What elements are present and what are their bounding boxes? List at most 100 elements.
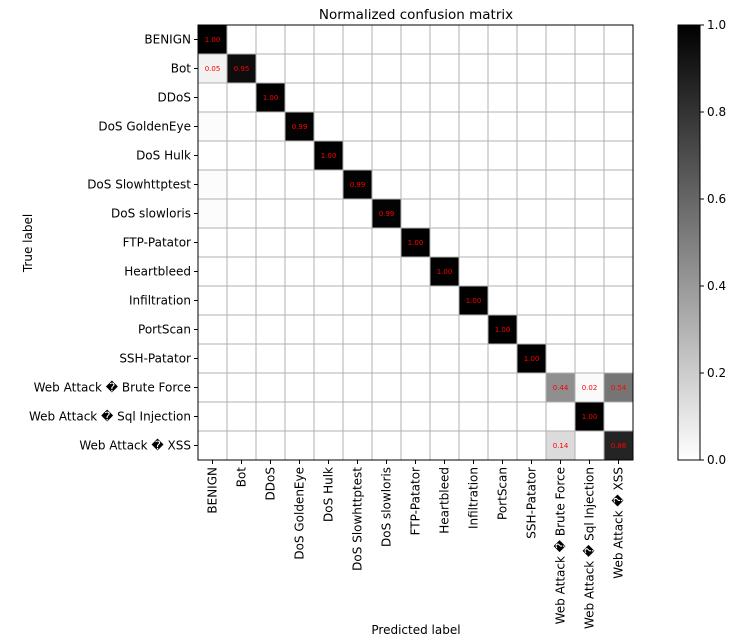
heatmap-cell <box>517 54 546 83</box>
x-tick-label: Web Attack � Brute Force <box>554 467 568 624</box>
heatmap-cell <box>343 315 372 344</box>
heatmap-cell <box>459 373 488 402</box>
heatmap-cell <box>314 141 343 170</box>
heatmap-cell <box>227 83 256 112</box>
heatmap-cell <box>575 286 604 315</box>
heatmap-cell <box>546 402 575 431</box>
y-axis-title: True label <box>21 214 35 273</box>
x-tick-label: Web Attack � Sql Injection <box>583 467 597 629</box>
heatmap-cell <box>285 141 314 170</box>
heatmap-cell <box>256 228 285 257</box>
heatmap-cell <box>430 141 459 170</box>
cell-value-label: 1.00 <box>321 152 337 160</box>
heatmap-cell <box>546 228 575 257</box>
heatmap-cell <box>285 25 314 54</box>
x-axis-ticks: BENIGN Bot DDoS DoS GoldenEye DoS Hulk DoS Sl… <box>206 460 626 629</box>
heatmap-cell <box>604 286 633 315</box>
heatmap-cell <box>314 373 343 402</box>
heatmap-cell <box>314 112 343 141</box>
heatmap-cell <box>285 257 314 286</box>
heatmap-cell <box>430 170 459 199</box>
heatmap-cell <box>198 402 227 431</box>
heatmap-cell <box>604 25 633 54</box>
heatmap-cell <box>198 286 227 315</box>
heatmap-cell <box>227 315 256 344</box>
heatmap-cell <box>401 402 430 431</box>
y-tick-label: Web Attack � Sql Injection <box>29 410 191 424</box>
heatmap-cell <box>285 402 314 431</box>
heatmap-cell <box>604 199 633 228</box>
heatmap-cell <box>575 373 604 402</box>
heatmap-cell <box>343 83 372 112</box>
heatmap-cell <box>227 112 256 141</box>
heatmap-cell <box>546 315 575 344</box>
heatmap-cell <box>459 315 488 344</box>
heatmap-cell <box>546 373 575 402</box>
x-tick-label: BENIGN <box>206 467 220 514</box>
heatmap-cell <box>343 228 372 257</box>
heatmap-cell <box>488 25 517 54</box>
heatmap-cell <box>401 141 430 170</box>
heatmap-cell <box>488 199 517 228</box>
heatmap-cell <box>488 257 517 286</box>
heatmap-cell <box>517 83 546 112</box>
heatmap-cell <box>401 286 430 315</box>
heatmap-cell <box>285 315 314 344</box>
heatmap-cell <box>517 112 546 141</box>
heatmap-cell <box>430 286 459 315</box>
cell-value-label: 1.00 <box>466 297 482 305</box>
cell-value-label: 0.99 <box>350 181 366 189</box>
heatmap-cell <box>575 83 604 112</box>
heatmap-cell <box>256 257 285 286</box>
y-axis-ticks: BENIGN Bot DDoS DoS GoldenEye DoS Hulk DoS Sl… <box>29 33 198 453</box>
heatmap-cell <box>227 257 256 286</box>
heatmap-cell <box>343 286 372 315</box>
cell-value-label: 0.86 <box>611 442 627 450</box>
y-tick-label: FTP-Patator <box>123 236 191 250</box>
y-tick-label: Web Attack � XSS <box>79 439 191 453</box>
heatmap-cell <box>546 141 575 170</box>
heatmap-cell <box>256 25 285 54</box>
heatmap-cell <box>372 199 401 228</box>
heatmap-cell <box>314 402 343 431</box>
heatmap-cell <box>488 373 517 402</box>
heatmap-cell <box>227 344 256 373</box>
heatmap-cell <box>256 431 285 460</box>
cell-value-label: 0.99 <box>379 210 395 218</box>
heatmap-cell <box>285 286 314 315</box>
heatmap-cell <box>198 170 227 199</box>
heatmap-cell <box>256 344 285 373</box>
heatmap-cell <box>604 112 633 141</box>
heatmap-cell <box>256 141 285 170</box>
heatmap-cell <box>575 141 604 170</box>
y-tick-label: DoS Hulk <box>136 149 191 163</box>
heatmap-cell <box>285 431 314 460</box>
heatmap-cell <box>488 344 517 373</box>
cell-value-label: 0.02 <box>582 384 598 392</box>
heatmap-cell <box>430 112 459 141</box>
heatmap-cell <box>256 170 285 199</box>
heatmap-cell <box>488 228 517 257</box>
y-tick-label: Infiltration <box>129 294 191 308</box>
heatmap-cell <box>314 431 343 460</box>
heatmap-cell <box>285 373 314 402</box>
heatmap-cell <box>343 141 372 170</box>
heatmap-cell <box>575 431 604 460</box>
heatmap-cell <box>227 54 256 83</box>
heatmap-cell <box>285 228 314 257</box>
heatmap-cell <box>198 54 227 83</box>
cell-value-label: 0.54 <box>611 384 627 392</box>
heatmap-cell <box>430 402 459 431</box>
x-tick-label: DoS Hulk <box>322 467 336 522</box>
heatmap-cell <box>604 315 633 344</box>
colorbar-tick-label: 0.8 <box>707 105 726 119</box>
heatmap-cell <box>430 228 459 257</box>
heatmap-cell <box>227 199 256 228</box>
heatmap-cell <box>517 315 546 344</box>
heatmap-cell <box>343 199 372 228</box>
heatmap-cell <box>488 431 517 460</box>
heatmap-cell <box>459 402 488 431</box>
heatmap-cell <box>372 54 401 83</box>
heatmap-cell <box>314 54 343 83</box>
cell-value-labels: 1.00 0.05 0.95 1.00 0.99 1.00 0.99 0.99 1.00 1.00… <box>205 36 627 450</box>
